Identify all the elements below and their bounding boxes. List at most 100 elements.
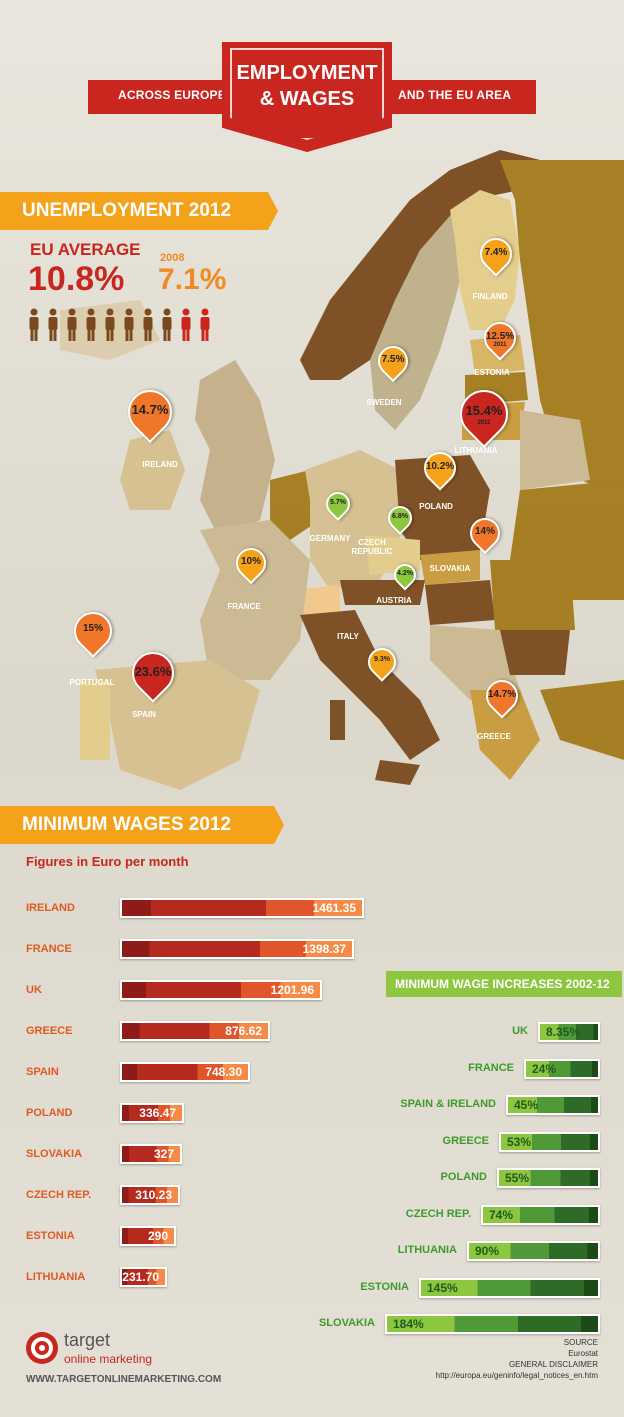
map-country-label: CZECH REPUBLIC (351, 538, 393, 556)
wage-category-label: ESTONIA (26, 1230, 75, 1242)
person-icon (143, 308, 153, 341)
wage-category-label: UK (26, 984, 42, 996)
increase-bar (499, 1132, 600, 1152)
map-ireland (120, 430, 185, 510)
map-country-label: SLOVAKIA (429, 564, 471, 573)
map-country-label: ITALY (337, 632, 359, 641)
wage-value-label: 748.30 (205, 1065, 242, 1079)
map-country-label: ESTONIA (474, 368, 510, 377)
increase-category-label: GREECE (442, 1135, 489, 1147)
map-country-label: LITHUANIA (454, 446, 498, 455)
map-pin-value: 23.6% (134, 663, 172, 679)
website[interactable]: WWW.TARGETONLINEMARKETING.COM (26, 1374, 222, 1385)
map-switzerland (295, 585, 340, 615)
map-country-label: GREECE (477, 732, 511, 741)
wage-category-label: IRELAND (26, 902, 75, 914)
increase-category-label: CZECH REP. (405, 1208, 471, 1220)
wage-category-label: SLOVAKIA (26, 1148, 83, 1160)
person-icon (124, 308, 134, 341)
source-value: Eurostat (568, 1349, 598, 1358)
wage-category-label: GREECE (26, 1025, 73, 1037)
value-2008: 7.1% (158, 263, 227, 296)
wages-subtitle: Figures in Euro per month (26, 854, 189, 869)
map-italy (300, 610, 440, 760)
increases-title-bar (386, 971, 622, 997)
map-country-label: SPAIN (132, 710, 156, 719)
page-title-line1: EMPLOYMENT (236, 62, 378, 84)
map-slovakia (420, 550, 480, 585)
wage-value-label: 1398.37 (302, 942, 346, 956)
person-icon (67, 308, 77, 341)
wage-category-label: SPAIN (26, 1066, 59, 1078)
increase-value-label: 8.35% (546, 1025, 581, 1039)
map-spain (95, 660, 260, 790)
map-pin-value: 7.4% (484, 246, 508, 258)
map-greece (470, 690, 540, 780)
wage-bar (120, 1144, 182, 1164)
person-icon (162, 308, 172, 341)
source-label: SOURCE (563, 1338, 598, 1347)
wage-bar (120, 1267, 167, 1287)
map-country-label: POLAND (419, 502, 453, 511)
wage-value-label: 1461.35 (312, 901, 356, 915)
increase-bar (524, 1059, 600, 1079)
map-uk (195, 360, 275, 540)
increase-bar (538, 1022, 600, 1042)
wage-value-label: 1201.96 (270, 983, 314, 997)
increase-bar (385, 1314, 600, 1334)
increase-category-label: LITHUANIA (397, 1244, 457, 1256)
disclaimer-url[interactable]: http://europa.eu/geninfo/legal_notices_e… (435, 1371, 598, 1380)
map-country-label: FINLAND (472, 292, 508, 301)
wage-value-label: 327 (153, 1147, 174, 1161)
increase-value-label: 45% (514, 1098, 539, 1112)
map-pin-value: 14.7% (487, 688, 517, 700)
map-pin-value: 6.8% (392, 512, 408, 520)
person-icon (48, 308, 58, 341)
map-pin-value: 14% (474, 526, 495, 538)
wage-value-label: 231.70 (122, 1270, 159, 1284)
wage-category-label: FRANCE (26, 943, 72, 955)
map-russia (500, 160, 624, 500)
title-banner-border (230, 48, 384, 140)
map-country-label: IRELAND (142, 460, 178, 469)
map-turkey (540, 680, 624, 760)
person-icon (29, 308, 39, 341)
map-benelux (270, 470, 320, 540)
map-pin-value: 10% (240, 556, 261, 568)
increase-value-label: 24% (532, 1062, 557, 1076)
increase-bar (497, 1168, 600, 1188)
map-pin-note: 2011 (477, 419, 491, 426)
wages-section-title: MINIMUM WAGES 2012 (0, 806, 284, 844)
person-icon (181, 308, 191, 341)
page-title-line2: & WAGES (259, 88, 355, 110)
map-country-label: GERMANY (309, 534, 351, 543)
wage-category-label: POLAND (26, 1107, 73, 1119)
source-block: SOURCE Eurostat GENERAL DISCLAIMER http:… (430, 1337, 598, 1381)
map-portugal (80, 680, 110, 760)
map-country-label: AUSTRIA (376, 596, 412, 605)
map-pin-value: 15.4% (465, 403, 503, 419)
increase-category-label: SLOVAKIA (318, 1317, 375, 1329)
wage-bar (120, 1021, 270, 1041)
map-france (200, 520, 310, 680)
map-pin-value: 14.7% (131, 402, 169, 418)
target-logo-icon (26, 1332, 58, 1364)
increase-bar (419, 1278, 600, 1298)
increases-title: MINIMUM WAGE INCREASES 2002-12 (395, 977, 610, 991)
year-2008-label: 2008 (160, 252, 185, 264)
wage-category-label: LITHUANIA (26, 1271, 86, 1283)
wage-bar (120, 980, 322, 1000)
unemployment-section-title: UNEMPLOYMENT 2012 (0, 192, 278, 230)
increase-category-label: FRANCE (468, 1062, 514, 1074)
increase-bar (481, 1205, 600, 1225)
brand-name: target (64, 1330, 111, 1350)
disclaimer-label: GENERAL DISCLAIMER (508, 1360, 598, 1369)
map-romania (490, 560, 575, 630)
wage-bar (120, 1185, 180, 1205)
map-pin-value: 10.2% (425, 460, 455, 472)
wage-bar (120, 898, 364, 918)
map-sicily (375, 760, 420, 785)
wage-value-label: 336.47 (139, 1106, 176, 1120)
wage-bar (120, 1062, 250, 1082)
